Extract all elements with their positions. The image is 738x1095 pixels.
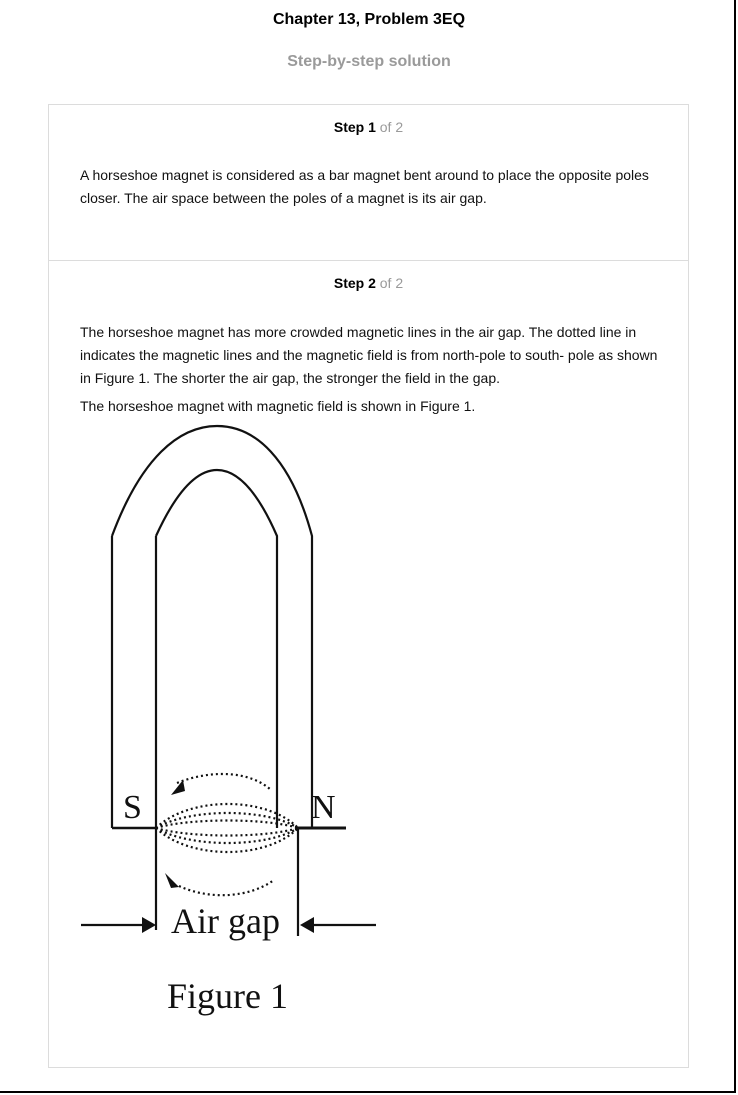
step-1-total: of 2 (379, 119, 404, 135)
magnetic-field-lines (155, 772, 299, 897)
horseshoe-magnet-figure: S N Air gap Figure 1 (81, 424, 376, 1016)
step-2-label: Step 2 (333, 275, 376, 291)
step-2-total: of 2 (379, 275, 404, 291)
s-pole-label: S (123, 789, 142, 826)
n-pole-label: N (311, 789, 336, 826)
step-2-header: Step 2 of 2 (49, 275, 688, 291)
step-2-card: Step 2 of 2 The horseshoe magnet has mor… (48, 260, 689, 1068)
step-1-header: Step 1 of 2 (49, 119, 688, 135)
gap-arrow-right-head (300, 917, 314, 933)
step-1-card: Step 1 of 2 A horseshoe magnet is consid… (48, 104, 689, 262)
step-1-paragraph: A horseshoe magnet is considered as a ba… (80, 167, 649, 206)
magnet-inner-outline (154, 468, 279, 828)
page-subtitle: Step-by-step solution (287, 53, 451, 70)
magnet-outer-outline (110, 424, 314, 828)
step-2-paragraph-2: The horseshoe magnet with magnetic field… (80, 398, 476, 414)
step-1-label: Step 1 (333, 119, 376, 135)
field-arrow-top (171, 780, 185, 795)
page-title: Chapter 13, Problem 3EQ (272, 11, 466, 28)
step-2-paragraph-1: The horseshoe magnet has more crowded ma… (80, 324, 658, 386)
gap-arrow-left-head (142, 917, 156, 933)
field-arrow-bottom (165, 873, 179, 888)
figure-caption: Figure 1 (167, 976, 288, 1016)
air-gap-label: Air gap (171, 901, 280, 941)
